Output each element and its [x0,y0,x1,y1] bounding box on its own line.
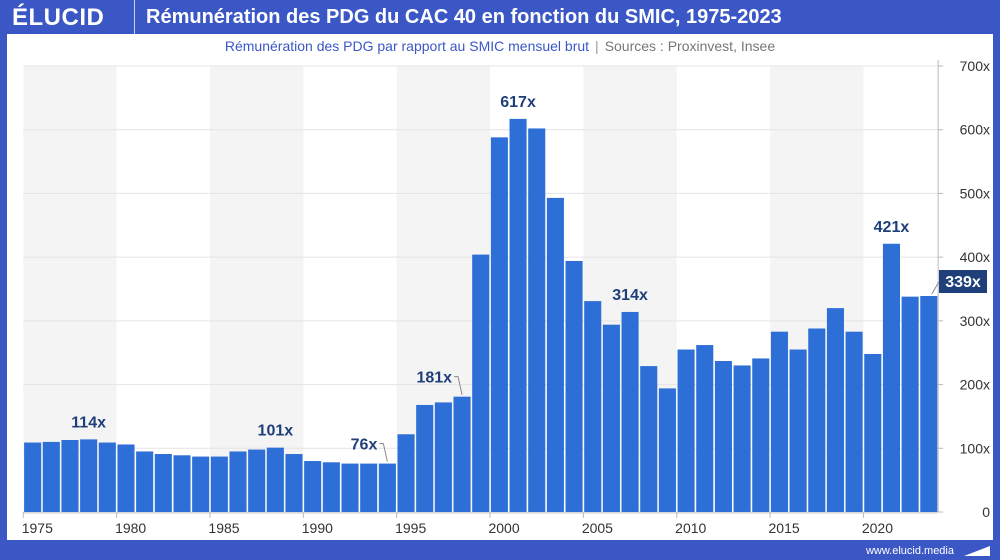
footer-url[interactable]: www.elucid.media [865,545,954,557]
bar-1993 [360,463,378,512]
background-band [210,66,304,512]
y-tick-label: 300x [960,313,990,329]
x-tick-label: 2015 [769,520,800,536]
bar-1985 [210,456,228,512]
bar-2022 [901,296,919,512]
bar-2008 [640,366,658,512]
subtitle-text: Rémunération des PDG par rapport au SMIC… [224,38,590,54]
bar-1990 [304,461,322,512]
bar-2014 [752,358,770,512]
bar-1995 [397,434,415,512]
bar-1979 [98,442,116,512]
y-tick-label: 500x [960,185,990,201]
bar-2018 [826,308,844,512]
annotation-label: 421x [874,219,910,236]
header-divider [134,0,135,34]
bar-2002 [528,128,546,512]
highlight-label-box [939,270,987,294]
header: ÉLUCID Rémunération des PDG du CAC 40 en… [0,0,1000,34]
bar-1996 [416,404,434,512]
x-tick-label: 2005 [582,520,613,536]
bar-1977 [61,440,79,512]
bar-1997 [434,402,452,512]
bar-1982 [154,454,172,512]
y-tick-label: 600x [960,122,990,138]
bar-2020 [864,353,882,512]
annotation-label: 314x [612,287,648,304]
chart-title: Rémunération des PDG du CAC 40 en foncti… [146,6,782,28]
bar-2009 [658,388,676,512]
annotation-label: 339x [945,274,981,291]
annotation-label: 114x [71,414,106,431]
bar-1989 [285,454,303,512]
bar-1992 [341,463,359,512]
annotation-leader [379,443,388,462]
bar-2017 [808,328,826,512]
bar-1987 [248,449,266,512]
bar-2010 [677,349,695,512]
elucid-mark-icon [964,546,990,556]
bar-2007 [621,311,639,512]
sources-text: Sources : Proxinvest, Insee [604,38,776,54]
bar-2015 [770,331,788,512]
x-tick-label: 2020 [862,520,893,536]
bar-1981 [136,451,154,512]
bar-2013 [733,365,751,512]
bar-2023 [920,296,938,512]
bar-1991 [322,462,340,512]
bar-2005 [584,301,602,512]
y-tick-label: 100x [960,440,990,456]
annotation-label: 101x [258,423,294,440]
bar-2019 [845,331,863,512]
bar-1980 [117,444,135,512]
y-tick-label: 0 [982,504,990,520]
annotation-label: 76x [351,437,378,454]
bar-2021 [882,243,900,512]
elucid-logo: ÉLUCID [12,4,105,31]
annotation-leader [931,281,940,295]
x-tick-label: 1980 [115,520,146,536]
bar-1986 [229,451,247,512]
x-tick-label: 1990 [302,520,333,536]
bar-2012 [714,360,732,512]
bar-2001 [509,118,527,512]
bar-2011 [696,345,714,512]
bar-2004 [565,260,583,512]
bar-2000 [490,137,508,513]
bar-1994 [378,463,396,512]
x-tick-label: 2010 [675,520,706,536]
y-tick-label: 400x [960,249,990,265]
bar-1998 [453,396,471,512]
bar-1984 [192,456,210,512]
bar-1983 [173,455,191,512]
subtitle-separator: | [595,38,599,54]
bar-1988 [266,447,284,512]
annotation-label: 181x [416,370,452,387]
annotation-leader [454,376,463,395]
x-tick-label: 2000 [488,520,519,536]
annotation-label: 617x [500,94,536,111]
background-band [23,66,117,512]
bar-1999 [472,254,490,512]
x-tick-label: 1975 [22,520,53,536]
bar-2003 [546,197,564,513]
chart-subtitle: Rémunération des PDG par rapport au SMIC… [0,38,1000,54]
x-tick-label: 1985 [208,520,239,536]
bar-1976 [42,441,60,512]
bar-1975 [24,442,42,512]
bar-2006 [602,324,620,512]
y-tick-label: 200x [960,377,990,393]
bar-2016 [789,349,807,512]
bar-1978 [80,439,98,512]
x-tick-label: 1995 [395,520,426,536]
y-tick-label: 700x [960,58,990,74]
